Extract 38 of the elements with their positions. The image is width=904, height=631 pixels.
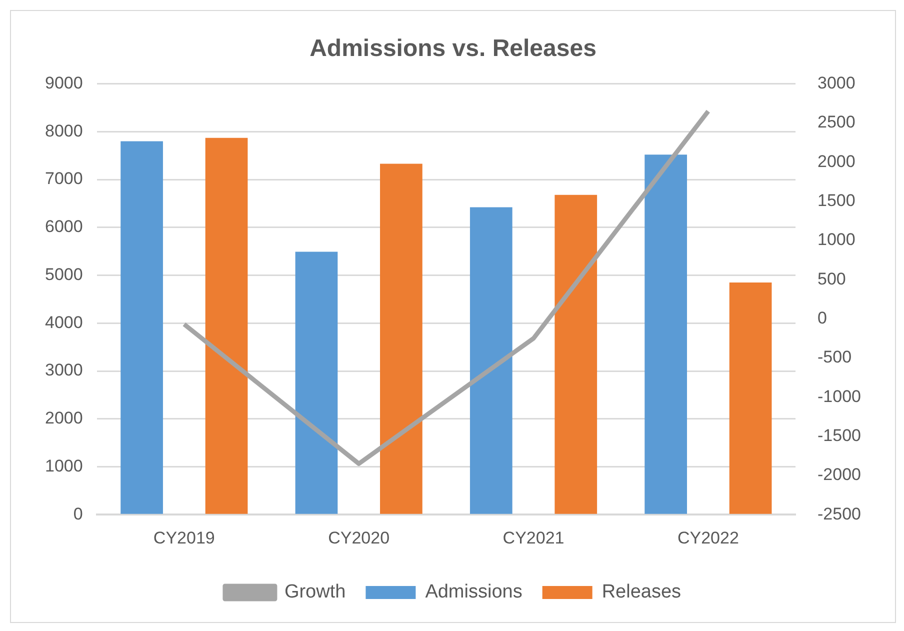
legend-label: Growth bbox=[284, 582, 346, 603]
y2-tick-label: 2000 bbox=[818, 152, 856, 171]
y-tick-label: 7000 bbox=[44, 169, 83, 188]
legend-label: Releases bbox=[602, 582, 682, 603]
legend-label: Admissions bbox=[425, 582, 522, 603]
y2-tick-label: -500 bbox=[818, 348, 852, 367]
y2-tick-label: 3000 bbox=[818, 73, 856, 92]
y-tick-label: 9000 bbox=[44, 73, 83, 92]
bar bbox=[644, 154, 688, 514]
bar bbox=[729, 282, 772, 514]
y2-tick-label: 2500 bbox=[818, 112, 856, 132]
y2-tick-label: 1000 bbox=[818, 230, 856, 250]
y2-tick-label: 0 bbox=[818, 308, 827, 328]
bar bbox=[380, 164, 422, 514]
x-tick-label: CY2020 bbox=[328, 528, 390, 548]
y2-tick-label: 1500 bbox=[818, 190, 856, 210]
y-tick-label: 5000 bbox=[44, 264, 83, 284]
bar bbox=[120, 141, 163, 514]
y2-tick-label: -1500 bbox=[818, 426, 862, 445]
x-tick-label: CY2019 bbox=[153, 528, 215, 548]
y-tick-label: 3000 bbox=[44, 360, 83, 380]
y2-tick-label: -2500 bbox=[818, 504, 862, 524]
y-tick-label: 8000 bbox=[44, 121, 83, 140]
bar bbox=[205, 138, 248, 514]
y2-tick-label: 500 bbox=[818, 269, 846, 288]
y-tick-label: 1000 bbox=[44, 456, 83, 476]
bar bbox=[470, 207, 512, 514]
x-tick-label: CY2021 bbox=[502, 528, 564, 548]
y2-tick-label: -2000 bbox=[818, 465, 862, 484]
y-tick-label: 0 bbox=[73, 504, 83, 524]
y2-tick-label: -1000 bbox=[818, 386, 862, 406]
chart-title: Admissions vs. Releases bbox=[310, 35, 596, 62]
bar bbox=[554, 194, 598, 514]
x-tick-label: CY2022 bbox=[677, 528, 739, 548]
y-tick-label: 2000 bbox=[44, 408, 83, 428]
bar bbox=[295, 252, 338, 514]
y-tick-label: 6000 bbox=[44, 217, 83, 236]
y-tick-label: 4000 bbox=[44, 312, 83, 332]
